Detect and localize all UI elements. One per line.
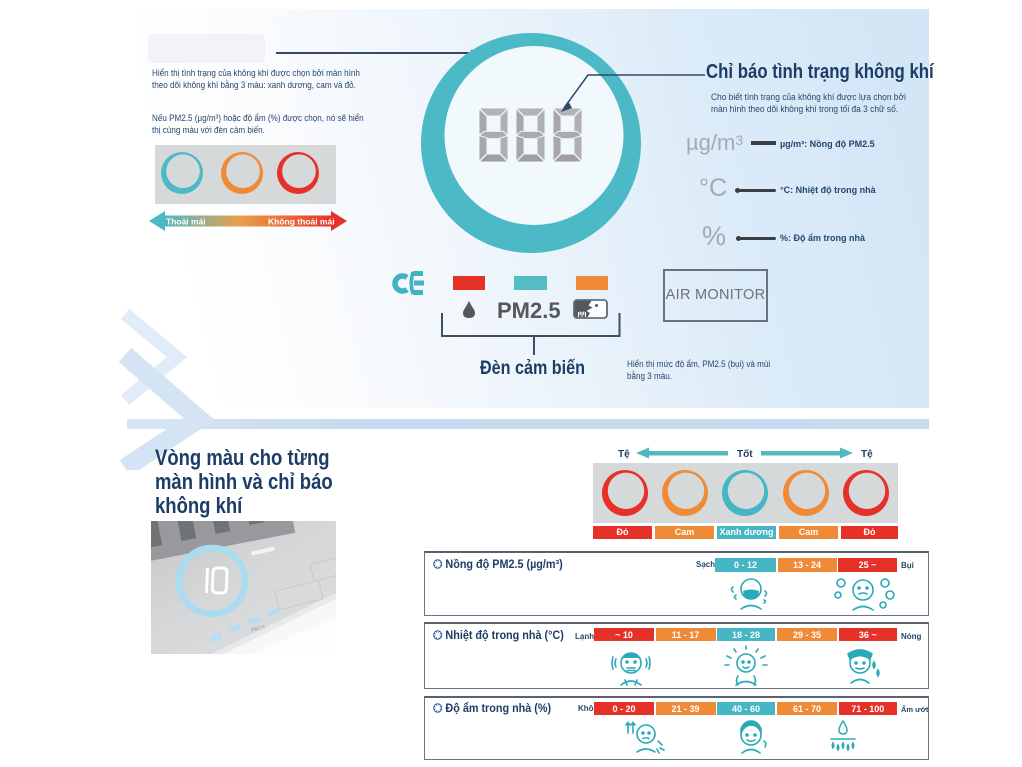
svg-text:Tệ: Tệ — [618, 449, 630, 460]
svg-text:Tệ: Tệ — [861, 449, 873, 460]
svg-text:Không thoải mái: Không thoải mái — [268, 217, 335, 227]
svg-text:Tốt: Tốt — [737, 448, 753, 460]
svg-text:Thoải mái: Thoải mái — [166, 217, 206, 227]
